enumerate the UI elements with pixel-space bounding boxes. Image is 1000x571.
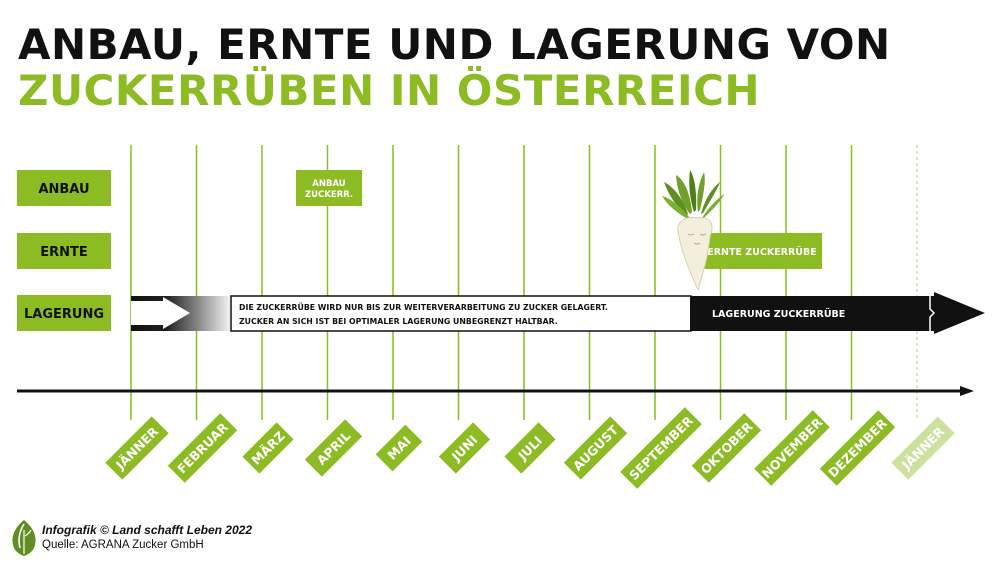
anbau-event-box: ANBAU ZUCKERR. xyxy=(296,170,362,206)
row-label-anbau-text: ANBAU xyxy=(38,182,89,197)
storage-black-text: LAGERUNG ZUCKERRÜBE xyxy=(712,309,845,320)
row-label-lagerung-text: LAGERUNG xyxy=(24,307,104,322)
row-label-anbau: ANBAU xyxy=(17,170,111,206)
anbau-event-line-1: ANBAU xyxy=(312,179,345,189)
month-label-tag xyxy=(563,416,628,480)
month-label-tag xyxy=(754,410,830,486)
sugar-beet-icon xyxy=(662,170,724,292)
storage-note-line-2: ZUCKER AN SICH IST BEI OPTIMALER LAGERUN… xyxy=(239,317,558,326)
month-label-text: DEZEMBER xyxy=(825,415,890,480)
month-label-text: AUGUST xyxy=(570,422,622,474)
month-label-tag xyxy=(167,413,238,483)
month-label: JÄNNER xyxy=(891,416,955,480)
month-label: JÄNNER xyxy=(105,416,169,480)
row-label-ernte-text: ERNTE xyxy=(40,245,88,260)
lagerung-bar: DIE ZUCKERRÜBE WIRD NUR BIS ZUR WEITERVE… xyxy=(131,292,985,334)
anbau-event-line-2: ZUCKERR. xyxy=(305,190,353,200)
timeline-axis xyxy=(17,386,974,396)
month-label-tag xyxy=(691,413,762,483)
ernte-event-box: ERNTE ZUCKERRÜBE xyxy=(702,233,822,269)
month-label-tag xyxy=(105,416,169,480)
timeline-arrowhead xyxy=(960,386,974,396)
month-label-tag xyxy=(375,424,423,472)
storage-note-line-1: DIE ZUCKERRÜBE WIRD NUR BIS ZUR WEITERVE… xyxy=(239,303,608,312)
month-label-text: FEBRUAR xyxy=(174,419,231,476)
month-label-text: NOVEMBER xyxy=(759,414,826,481)
month-label: APRIL xyxy=(304,419,363,477)
month-label-text: JÄNNER xyxy=(112,424,161,473)
ernte-event-text: ERNTE ZUCKERRÜBE xyxy=(707,247,817,258)
month-label: MÄRZ xyxy=(242,422,294,474)
month-label-tag xyxy=(819,410,896,486)
storage-note-box xyxy=(230,295,692,332)
month-label: AUGUST xyxy=(563,416,628,480)
month-label-text: SEPTEMBER xyxy=(626,413,696,483)
month-label-text: OKTOBER xyxy=(697,419,755,477)
title-line-1: ANBAU, ERNTE UND LAGERUNG VON xyxy=(18,20,891,69)
month-label: FEBRUAR xyxy=(167,413,238,483)
month-label-tag xyxy=(242,422,294,474)
month-label-tag xyxy=(438,422,491,474)
leaf-logo-icon xyxy=(12,520,36,556)
month-label: MAI xyxy=(375,424,423,472)
month-label-tag xyxy=(620,407,702,489)
footer-source: Quelle: AGRANA Zucker GmbH xyxy=(42,539,204,551)
month-label-tag xyxy=(504,422,556,474)
month-label: DEZEMBER xyxy=(819,410,896,486)
footer-credit: Infografik © Land schafft Leben 2022 xyxy=(42,523,252,537)
month-label: JULI xyxy=(504,422,556,474)
month-label: NOVEMBER xyxy=(754,410,830,486)
month-label: JUNI xyxy=(438,422,491,474)
storage-black-arrow xyxy=(690,292,985,334)
storage-start-arrow xyxy=(131,297,190,329)
month-guide-lines xyxy=(130,145,918,420)
month-label: OKTOBER xyxy=(691,413,762,483)
month-label-text: JÄNNER xyxy=(898,424,947,473)
title-line-2: ZUCKERRÜBEN IN ÖSTERREICH xyxy=(18,66,761,115)
month-label-tag xyxy=(891,416,955,480)
row-label-ernte: ERNTE xyxy=(17,233,111,269)
month-label-tag xyxy=(304,419,363,477)
storage-arrow-notch xyxy=(929,296,936,331)
row-label-lagerung: LAGERUNG xyxy=(17,295,111,331)
month-label: SEPTEMBER xyxy=(620,407,702,489)
month-labels: JÄNNER FEBRUAR MÄRZ APRIL MAI JUNI JULI AUGUST S… xyxy=(105,407,955,489)
